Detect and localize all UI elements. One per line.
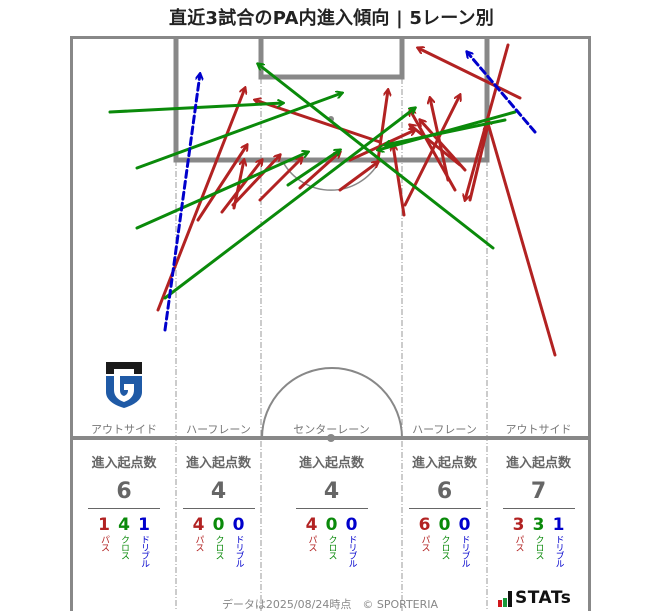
lane-stats-halfspace-right: 進入起点数 6 6 パス 0 クロス 0 ドリブル xyxy=(402,452,487,567)
pass-arrow xyxy=(298,152,340,190)
pass-arrow xyxy=(220,160,262,214)
cross-arrow xyxy=(135,93,342,170)
cross-arrow xyxy=(258,64,495,250)
stats-header: 進入起点数 xyxy=(298,456,364,471)
cross-count: 0 xyxy=(325,515,338,535)
penalty-arc xyxy=(282,161,380,191)
cross-label: クロス xyxy=(119,535,129,559)
lane-stats-center: 進入起点数 4 4 パス 0 クロス 0 ドリブル xyxy=(261,452,402,567)
cross-arrow xyxy=(135,152,308,230)
pass-arrow xyxy=(420,120,467,172)
data-note: データは2025/08/24時点 © SPORTERIA xyxy=(221,598,439,611)
arrows-layer xyxy=(108,43,557,357)
divider xyxy=(502,508,575,509)
pass-arrow xyxy=(418,48,522,100)
dribble-count: 1 xyxy=(138,515,150,535)
cross-label: クロス xyxy=(439,535,450,559)
lane-label-halfspace-right: ハーフレーン xyxy=(412,423,477,436)
pass-count: 3 xyxy=(512,515,525,535)
dribble-arrow xyxy=(163,74,200,332)
bar-chart-icon xyxy=(498,591,512,607)
dribble-count: 0 xyxy=(345,515,358,535)
stats-total: 6 xyxy=(436,479,453,504)
cross-label: クロス xyxy=(533,535,544,559)
lane-stats-halfspace-left: 進入起点数 4 4 パス 0 クロス 0 ドリブル xyxy=(176,452,261,567)
pitch-outline xyxy=(70,36,591,611)
divider xyxy=(88,508,160,509)
cross-arrow xyxy=(385,118,507,145)
pass-arrow xyxy=(196,145,247,222)
lane-stats-outside-left: 進入起点数 6 1 パス 4 クロス 1 ドリブル xyxy=(72,452,176,567)
stats-total: 7 xyxy=(530,479,547,504)
pass-label: パス xyxy=(193,535,204,551)
pass-arrow xyxy=(258,158,302,202)
dribble-count: 0 xyxy=(458,515,471,535)
pass-label: パス xyxy=(513,535,524,551)
pass-arrow xyxy=(410,125,462,167)
goal-area xyxy=(258,38,405,80)
lane-label-center: センターレーン xyxy=(293,423,370,436)
chart-title: 直近3試合のPA内進入傾向 | 5レーン別 xyxy=(169,8,494,29)
team-crest-icon xyxy=(106,362,142,408)
stats-total: 4 xyxy=(210,479,227,504)
center-circle xyxy=(261,367,403,439)
pass-count: 4 xyxy=(305,515,318,535)
cross-label: クロス xyxy=(326,535,337,559)
divider xyxy=(408,508,481,509)
cross-count: 3 xyxy=(532,515,545,535)
dribble-label: ドリブル xyxy=(459,535,470,567)
lane-label-outside-right: アウトサイド xyxy=(505,423,572,436)
lane-label-outside-left: アウトサイド xyxy=(91,423,157,436)
stats-logo: STATs xyxy=(498,589,571,607)
pass-arrow xyxy=(338,162,378,192)
pass-arrow xyxy=(231,155,280,207)
pass-count: 6 xyxy=(418,515,431,535)
pass-label: パス xyxy=(306,535,317,551)
cross-arrow xyxy=(286,150,340,187)
dribble-label: ドリブル xyxy=(139,535,149,567)
cross-count: 4 xyxy=(118,515,130,535)
divider xyxy=(295,508,368,509)
pass-arrow xyxy=(487,120,557,357)
brand-name: STATs xyxy=(515,588,572,608)
pass-arrow xyxy=(393,145,406,217)
stats-header: 進入起点数 xyxy=(185,456,251,471)
pass-label: パス xyxy=(419,535,430,551)
dribble-label: ドリブル xyxy=(553,535,564,567)
stats-header: 進入起点数 xyxy=(411,456,477,471)
cross-count: 0 xyxy=(212,515,225,535)
divider xyxy=(182,508,255,509)
pass-label: パス xyxy=(99,535,109,551)
pass-arrow xyxy=(410,110,457,192)
stats-header: 進入起点数 xyxy=(91,456,157,471)
pass-arrow xyxy=(255,100,382,144)
dribble-count: 1 xyxy=(552,515,565,535)
pass-count: 4 xyxy=(192,515,205,535)
dribble-label: ドリブル xyxy=(233,535,244,567)
stats-header: 進入起点数 xyxy=(505,456,571,471)
cross-count: 0 xyxy=(438,515,451,535)
stats-total: 6 xyxy=(116,479,132,504)
pass-count: 1 xyxy=(98,515,110,535)
lane-stats-outside-right: 進入起点数 7 3 パス 3 クロス 1 ドリブル xyxy=(487,452,590,567)
lane-label-halfspace-left: ハーフレーン xyxy=(186,423,251,436)
center-spot xyxy=(327,434,335,442)
dribble-label: ドリブル xyxy=(346,535,357,567)
cross-arrow xyxy=(163,108,415,300)
stats-total: 4 xyxy=(323,479,340,504)
dribble-arrow xyxy=(467,52,537,134)
dribble-count: 0 xyxy=(232,515,245,535)
cross-label: クロス xyxy=(213,535,224,559)
pass-arrow xyxy=(468,125,488,202)
